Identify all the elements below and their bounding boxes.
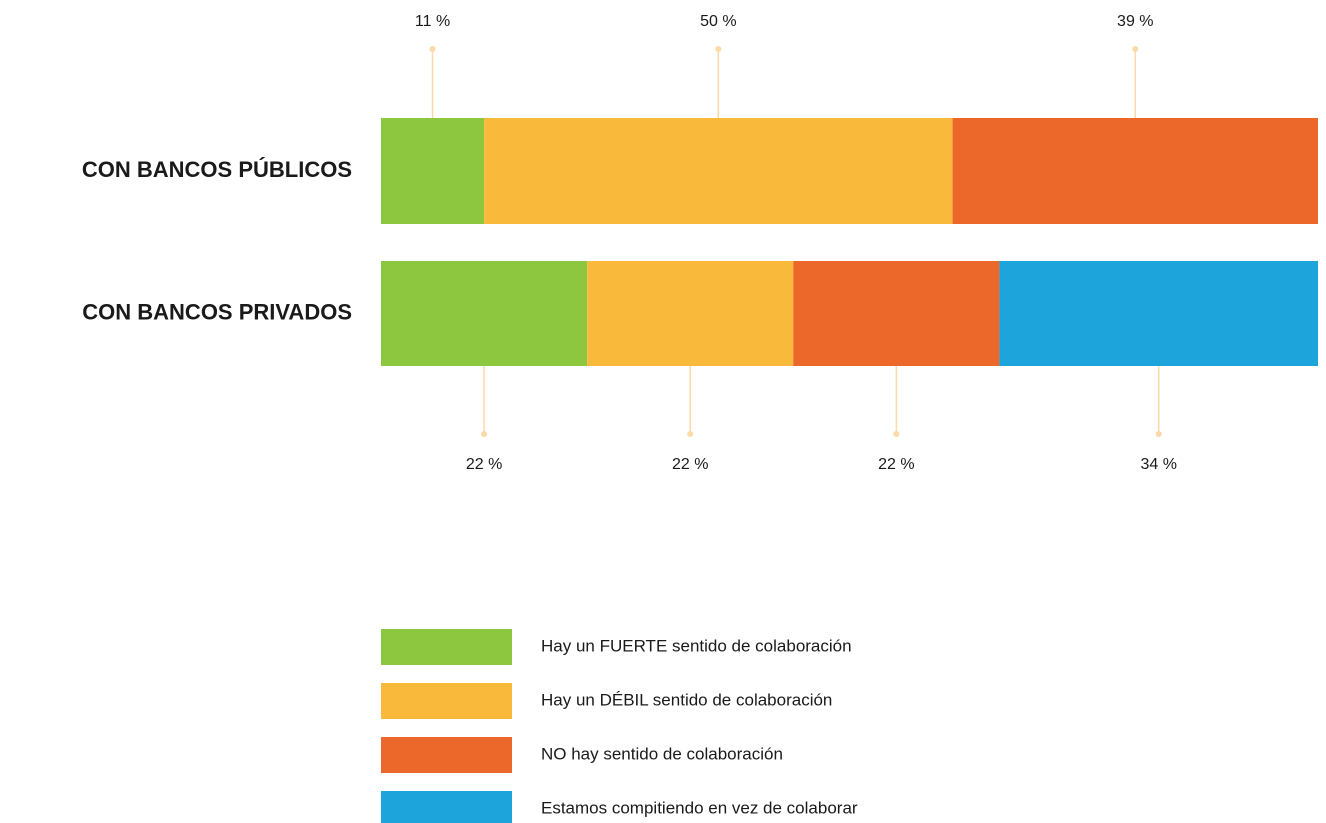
leader-dot bbox=[1132, 46, 1139, 52]
leader-dot bbox=[893, 431, 900, 437]
category-label: CON BANCOS PÚBLICOS bbox=[82, 157, 352, 182]
value-label: 22 % bbox=[672, 456, 708, 473]
leader-dot bbox=[715, 46, 722, 52]
value-label: 22 % bbox=[878, 456, 914, 473]
bar-segment bbox=[793, 261, 1000, 366]
leader-dot bbox=[481, 431, 488, 437]
bar-segment bbox=[484, 118, 953, 224]
legend-label: Hay un FUERTE sentido de colaboración bbox=[541, 636, 852, 655]
value-label: 39 % bbox=[1117, 13, 1153, 30]
value-label: 50 % bbox=[700, 13, 736, 30]
legend-swatch bbox=[381, 629, 512, 665]
legend-swatch bbox=[381, 683, 512, 719]
leader-dot bbox=[429, 46, 436, 52]
category-label: CON BANCOS PRIVADOS bbox=[82, 299, 352, 324]
bar-segment bbox=[587, 261, 794, 366]
value-label: 22 % bbox=[466, 456, 502, 473]
legend-label: NO hay sentido de colaboración bbox=[541, 744, 783, 763]
legend-label: Hay un DÉBIL sentido de colaboración bbox=[541, 690, 832, 709]
legend-swatch bbox=[381, 737, 512, 773]
leader-dot bbox=[1155, 431, 1162, 437]
bar-segment bbox=[381, 118, 485, 224]
legend-label: Estamos compitiendo en vez de colaborar bbox=[541, 798, 858, 817]
legend-swatch bbox=[381, 791, 512, 823]
value-label: 34 % bbox=[1140, 456, 1176, 473]
value-label: 11 % bbox=[415, 13, 450, 30]
bar-segment bbox=[952, 118, 1318, 224]
bar-segment bbox=[381, 261, 588, 366]
bar-segment bbox=[999, 261, 1318, 366]
leader-dot bbox=[687, 431, 694, 437]
